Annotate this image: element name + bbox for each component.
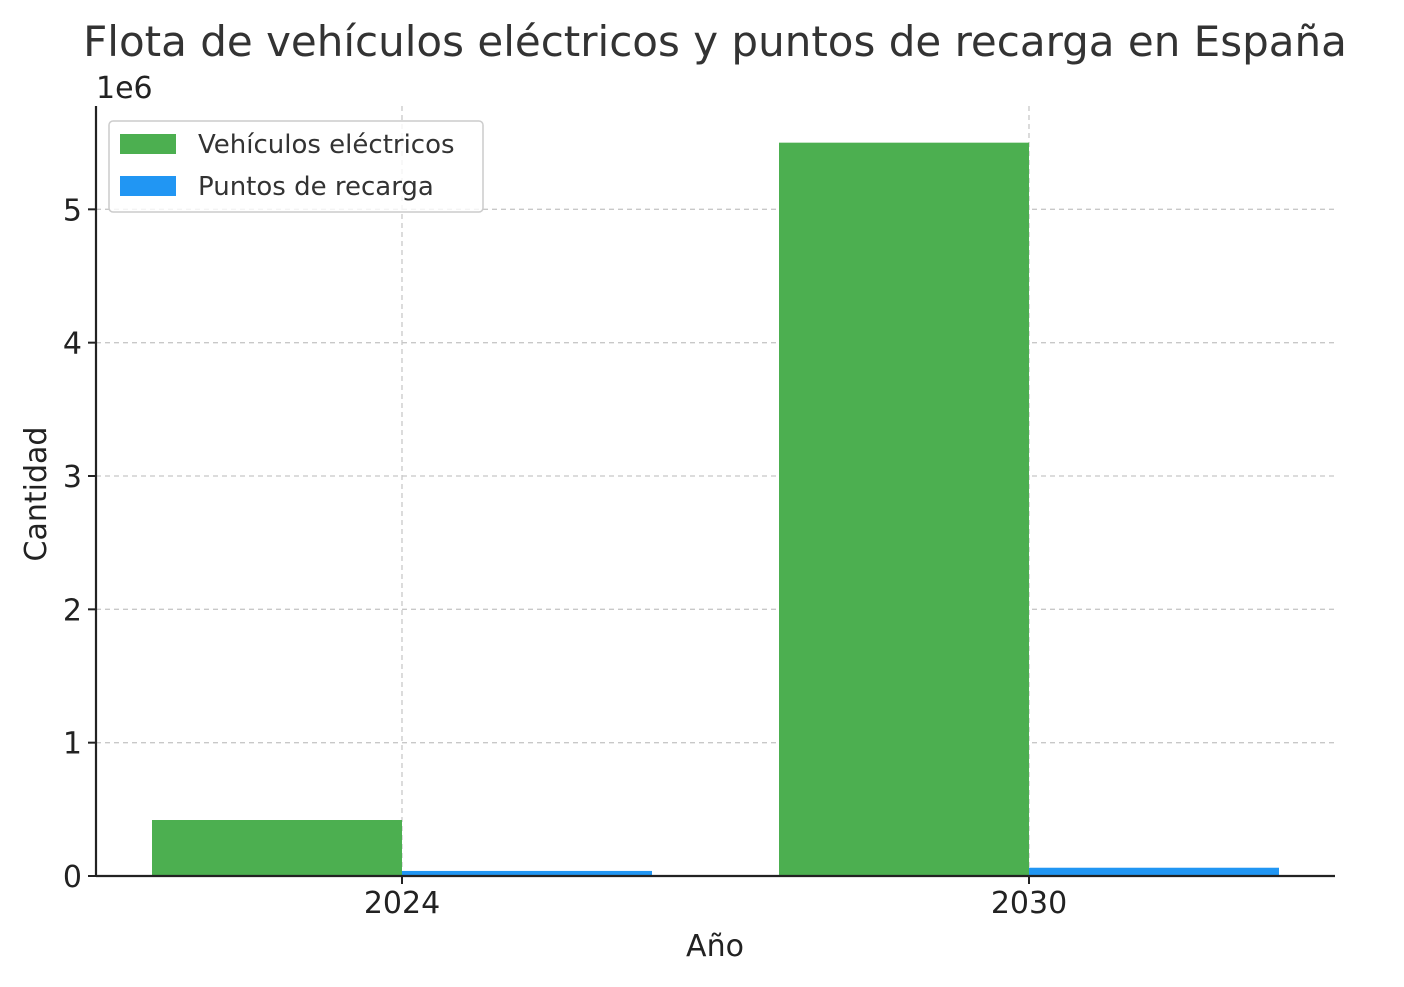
bars <box>152 142 1279 876</box>
legend-label-puntos: Puntos de recarga <box>198 172 434 202</box>
y-axis-label: Cantidad <box>19 427 54 562</box>
y-tick-label: 3 <box>63 460 82 495</box>
legend: Vehículos eléctricos Puntos de recarga <box>108 120 484 213</box>
bar-puntos-2024 <box>402 870 652 876</box>
grid-lines <box>96 106 1335 876</box>
x-tick-label: 2024 <box>364 886 440 921</box>
chart-title: Flota de vehículos eléctricos y puntos d… <box>83 17 1347 66</box>
x-axis-label: Año <box>686 929 744 964</box>
legend-swatch-vehiculos <box>120 134 176 154</box>
legend-swatch-puntos <box>120 176 176 196</box>
bar-puntos-2030 <box>1029 867 1279 876</box>
y-tick-label: 2 <box>63 593 82 628</box>
x-tick-label: 2030 <box>991 886 1067 921</box>
legend-frame <box>108 120 484 213</box>
bar-vehiculos-2024 <box>152 820 402 876</box>
bar-vehiculos-2030 <box>779 142 1029 876</box>
y-axis-offset-label: 1e6 <box>96 71 153 106</box>
y-tick-label: 0 <box>63 860 82 895</box>
y-tick-label: 5 <box>63 193 82 228</box>
axes <box>94 106 1335 878</box>
tick-labels: 0 1 2 3 4 5 2024 2030 <box>63 193 1067 921</box>
legend-label-vehiculos: Vehículos eléctricos <box>198 130 455 160</box>
y-tick-label: 4 <box>63 327 82 362</box>
y-tick-label: 1 <box>63 727 82 762</box>
